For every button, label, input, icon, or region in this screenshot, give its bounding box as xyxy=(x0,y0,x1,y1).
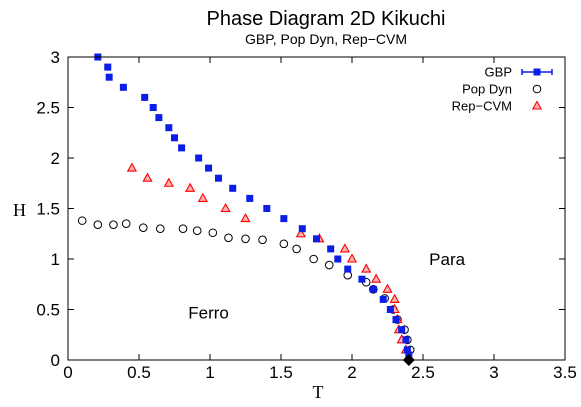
gbp-point xyxy=(280,215,288,223)
legend-label: GBP xyxy=(485,65,512,80)
chart-subtitle: GBP, Pop Dyn, Rep−CVM xyxy=(245,31,407,47)
legend-label: Pop Dyn xyxy=(462,82,512,97)
pop-dyn-point xyxy=(138,223,148,232)
tick-labels: 0 0.5 1 1.5 2 2.5 3 3.5 0 0.5 1 1.5 2 2.5 3 xyxy=(36,48,576,382)
pop-dyn-point xyxy=(241,234,250,244)
gbp-point xyxy=(334,255,342,263)
y-tick-label: 0.5 xyxy=(36,301,60,320)
gbp-point xyxy=(141,93,149,101)
rep-cvm-point xyxy=(197,192,209,202)
y-tick-label: 2.5 xyxy=(36,99,60,118)
x-tick-label: 0.5 xyxy=(127,363,151,382)
y-axis-label: H xyxy=(13,200,26,220)
data-marks xyxy=(77,53,415,366)
pop-dyn-point xyxy=(208,228,218,238)
pop-dyn-point xyxy=(192,226,202,236)
gbp-point xyxy=(403,346,411,354)
pop-dyn-point xyxy=(258,235,267,245)
gbp-point xyxy=(205,164,213,172)
gbp-point xyxy=(386,306,394,313)
legend: GBP Pop Dyn Rep−CVM xyxy=(452,65,553,114)
annotations: Para Ferro xyxy=(188,250,465,323)
rep-cvm-point xyxy=(184,182,196,192)
gbp-point xyxy=(149,104,157,111)
gbp-point xyxy=(402,336,410,344)
x-tick-label: 3.5 xyxy=(553,363,577,382)
rep-cvm-point xyxy=(126,162,138,172)
pop-dyn-point xyxy=(292,244,301,254)
rep-cvm-point xyxy=(371,273,382,283)
series-0 xyxy=(94,53,413,359)
legend-label: Rep−CVM xyxy=(452,99,512,114)
gbp-point xyxy=(344,265,352,273)
rep-cvm-point xyxy=(339,243,351,253)
gbp-point xyxy=(358,275,366,283)
pop-dyn-point xyxy=(224,233,233,243)
pop-dyn-point xyxy=(178,224,188,233)
rep-cvm-point xyxy=(240,212,251,223)
rep-cvm-point xyxy=(382,283,393,293)
y-tick-label: 1 xyxy=(51,250,60,269)
y-tick-label: 1.5 xyxy=(36,200,60,219)
series-1 xyxy=(77,216,415,355)
annotation-ferro: Ferro xyxy=(188,304,229,323)
gbp-point xyxy=(313,235,320,243)
legend-marker xyxy=(533,68,541,76)
plot-frame xyxy=(67,56,566,361)
y-tick-label: 0 xyxy=(51,351,60,370)
gbp-point xyxy=(171,134,178,142)
rep-cvm-point xyxy=(142,172,153,182)
legend-marker xyxy=(531,100,543,110)
x-tick-label: 1.5 xyxy=(269,363,293,382)
chart-title: Phase Diagram 2D Kikuchi xyxy=(207,8,446,30)
gbp-point xyxy=(105,73,113,81)
x-axis-label: T xyxy=(313,382,324,402)
rep-cvm-point xyxy=(361,263,372,273)
annotation-para: Para xyxy=(429,250,465,269)
pop-dyn-point xyxy=(279,239,289,249)
y-tick-label: 3 xyxy=(51,48,60,67)
pop-dyn-point xyxy=(156,224,165,233)
x-tick-label: 2.5 xyxy=(411,363,435,382)
gbp-point xyxy=(392,316,400,324)
rep-cvm-point xyxy=(220,202,231,213)
pop-dyn-point xyxy=(109,220,118,229)
gbp-point xyxy=(195,154,203,162)
pop-dyn-point xyxy=(93,220,103,229)
y-tick-label: 2 xyxy=(51,149,60,168)
gbp-point xyxy=(165,124,173,132)
rep-cvm-point xyxy=(389,293,400,303)
series-2 xyxy=(126,162,412,354)
pop-dyn-point xyxy=(324,260,334,270)
gbp-point xyxy=(178,144,186,152)
pop-dyn-point xyxy=(309,254,318,264)
gbp-point xyxy=(298,225,306,233)
gbp-point xyxy=(263,205,271,212)
pop-dyn-point xyxy=(369,285,378,294)
legend-marker xyxy=(532,84,542,94)
x-tick-label: 2 xyxy=(347,363,356,382)
gbp-point xyxy=(369,285,377,293)
pop-dyn-point xyxy=(77,216,87,225)
gbp-point xyxy=(119,83,127,91)
gbp-point xyxy=(327,245,335,253)
rep-cvm-point xyxy=(346,253,358,263)
pop-dyn-point xyxy=(121,219,131,228)
rep-cvm-point xyxy=(163,177,174,187)
gbp-point xyxy=(215,174,223,182)
x-tick-label: 0 xyxy=(63,363,72,382)
x-tick-label: 3 xyxy=(489,363,498,382)
gbp-point xyxy=(246,194,254,202)
x-tick-label: 1 xyxy=(205,363,214,382)
gbp-point xyxy=(398,326,406,334)
gbp-point xyxy=(104,63,112,71)
gbp-point xyxy=(379,295,387,303)
gbp-point xyxy=(229,184,237,192)
rep-cvm-point xyxy=(295,228,307,238)
gbp-point xyxy=(155,114,163,122)
